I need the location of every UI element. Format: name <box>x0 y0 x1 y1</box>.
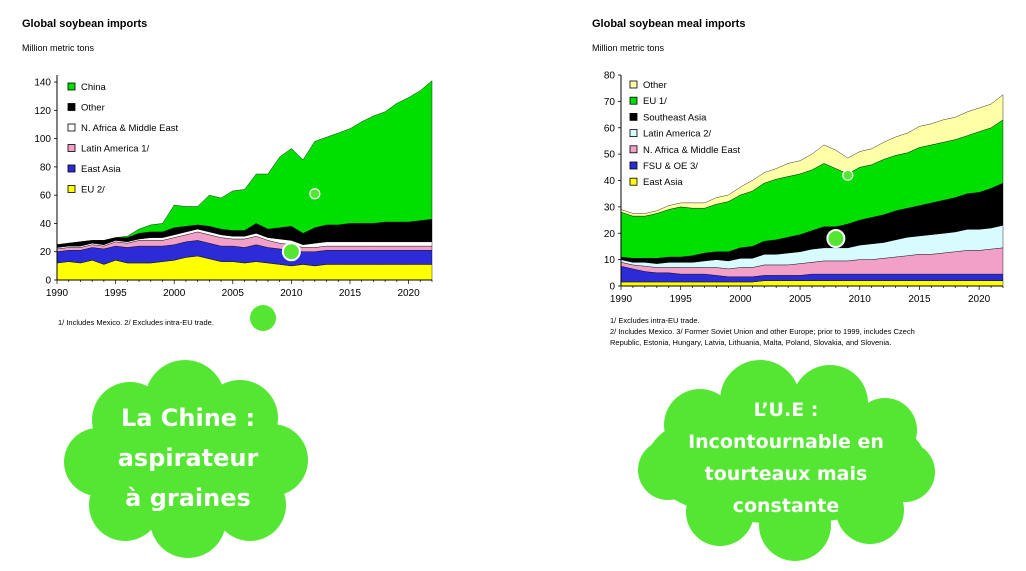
legend-swatch <box>629 96 638 105</box>
legend-swatch <box>629 113 638 121</box>
y-tick-label: 80 <box>40 162 52 173</box>
y-tick-label: 120 <box>34 106 51 117</box>
cloud-text-line-1: L’U.E : <box>754 399 819 421</box>
legend-label: EU 2/ <box>81 185 105 196</box>
legend-swatch <box>67 103 76 111</box>
y-tick-label: 40 <box>604 176 616 187</box>
legend-swatch <box>67 82 76 91</box>
chart-title: Global soybean meal imports <box>592 18 745 30</box>
legend-label: East Asia <box>643 177 683 188</box>
chart-footnote-line-1: 1/ Excludes intra-EU trade. <box>610 316 700 325</box>
y-tick-label: 100 <box>34 134 51 145</box>
y-axis-unit: Million metric tons <box>592 43 665 53</box>
legend-swatch <box>629 80 638 89</box>
legend-label: EU 1/ <box>643 96 667 107</box>
x-tick-label: 1990 <box>610 294 633 305</box>
x-tick-label: 1995 <box>670 294 693 305</box>
cloud-shape-left <box>64 360 308 558</box>
y-tick-label: 0 <box>609 282 615 293</box>
x-tick-label: 2020 <box>397 288 420 299</box>
x-tick-label: 2000 <box>729 294 752 305</box>
y-tick-label: 0 <box>45 276 51 287</box>
legend-label: Latin America 1/ <box>81 144 149 155</box>
highlight-dot-marker <box>281 242 301 262</box>
legend-label: East Asia <box>81 164 121 175</box>
cloud-callout-china: La Chine : aspirateur à graines <box>64 360 308 558</box>
area-series-other <box>620 94 1004 217</box>
x-tick-label: 2015 <box>908 294 931 305</box>
legend-swatch <box>629 129 638 138</box>
legend-label: N. Africa & Middle East <box>643 145 741 156</box>
legend-swatch <box>67 185 76 193</box>
chart-footnote-line-3: Republic, Estonia, Hungary, Latvia, Lith… <box>610 338 891 347</box>
chart-soybean-imports: Global soybean imports Million metric to… <box>22 18 433 327</box>
legend-swatch <box>629 177 638 186</box>
y-tick-label: 60 <box>604 123 616 134</box>
y-tick-label: 30 <box>604 202 616 213</box>
cloud-text-line-3: à graines <box>125 484 251 512</box>
legend-label: Latin America 2/ <box>643 129 711 140</box>
y-tick-label: 80 <box>604 71 616 82</box>
highlight-dot-marker <box>309 188 321 200</box>
x-tick-label: 2015 <box>339 288 362 299</box>
legend-swatch <box>629 145 638 154</box>
legend-label: China <box>81 82 107 93</box>
legend-label: Other <box>81 103 105 114</box>
x-tick-label: 2020 <box>968 294 991 305</box>
cloud-text-line-2: aspirateur <box>118 444 259 472</box>
area-series-china <box>56 80 433 245</box>
legend-label: Southeast Asia <box>643 112 707 123</box>
x-tick-label: 1990 <box>46 288 69 299</box>
legend-label: N. Africa & Middle East <box>81 123 179 134</box>
x-tick-label: 2005 <box>789 294 812 305</box>
green-dot-marker <box>250 305 276 331</box>
legend-label: FSU & OE 3/ <box>643 161 698 172</box>
y-tick-label: 20 <box>604 229 616 240</box>
chart-soybean-meal-imports: Global soybean meal imports Million metr… <box>592 18 1004 347</box>
legend-swatch <box>67 144 76 152</box>
legend-swatch <box>67 164 76 173</box>
y-tick-label: 40 <box>40 219 52 230</box>
x-tick-label: 2005 <box>222 288 245 299</box>
cloud-text-line-3: tourteaux mais <box>705 463 868 485</box>
legend-label: Other <box>643 80 667 91</box>
y-tick-label: 20 <box>40 247 52 258</box>
y-tick-label: 140 <box>34 78 51 89</box>
legend-swatch <box>629 161 638 170</box>
x-tick-label: 1995 <box>104 288 127 299</box>
y-tick-label: 10 <box>604 255 616 266</box>
chart-title: Global soybean imports <box>22 18 147 30</box>
cloud-text-line-2: Incontournable en <box>688 431 884 453</box>
highlight-dot-marker <box>842 169 854 181</box>
x-tick-label: 2010 <box>849 294 872 305</box>
y-tick-label: 60 <box>40 191 52 202</box>
cloud-callout-eu: L’U.E : Incontournable en tourteaux mais… <box>638 360 935 561</box>
highlight-dot-marker <box>826 229 846 249</box>
cloud-text-line-1: La Chine : <box>121 404 255 432</box>
cloud-text-line-4: constante <box>733 495 840 517</box>
y-tick-label: 50 <box>604 150 616 161</box>
cloud-shape-right <box>638 360 935 561</box>
x-tick-label: 2000 <box>163 288 186 299</box>
y-axis-unit: Million metric tons <box>22 43 95 53</box>
legend-swatch <box>67 123 76 132</box>
chart-footnote-line-2: 2/ Includes Mexico. 3/ Former Soviet Uni… <box>610 327 915 336</box>
plot-area: 0 10 20 30 40 50 60 70 80 1990 1995 2000 2005 2010 201… <box>604 71 1004 305</box>
plot-area: 0 20 40 60 80 100 120 140 1990 1995 2000 2005 2010 20… <box>34 75 433 299</box>
chart-footnote: 1/ Includes Mexico. 2/ Excludes intra-EU… <box>58 318 214 327</box>
x-tick-label: 2010 <box>280 288 303 299</box>
y-tick-label: 70 <box>604 97 616 108</box>
